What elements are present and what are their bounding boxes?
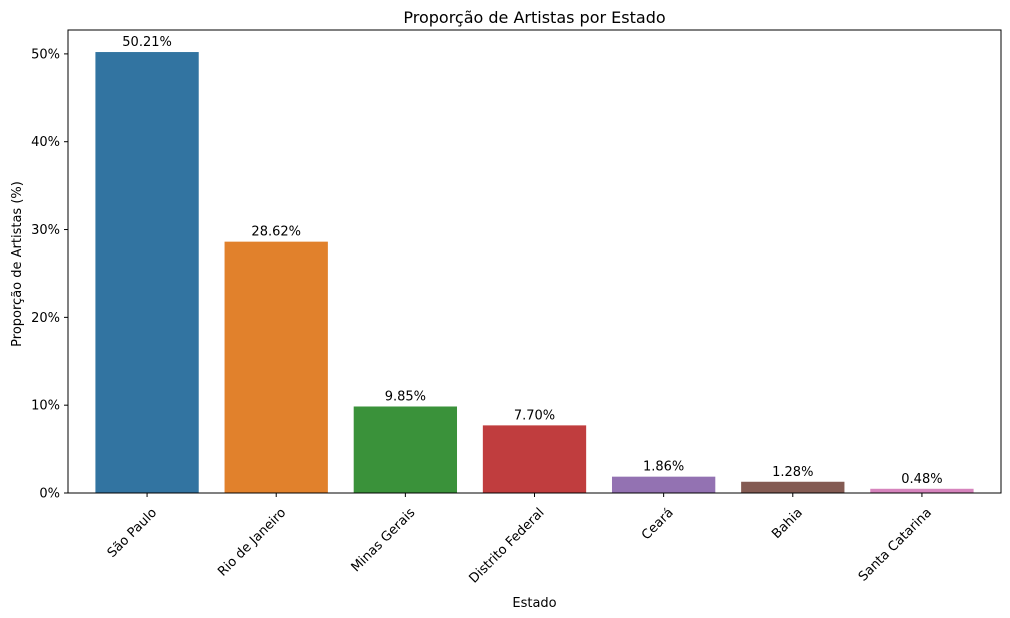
bar-value-label: 7.70% <box>514 408 555 423</box>
bar-1 <box>224 241 328 493</box>
bar-5 <box>741 481 845 493</box>
x-tick-label: Minas Gerais <box>349 505 419 575</box>
value-labels-group: 50.21% 28.62% 9.85% 7.70% 1.86% 1.28% 0.48% <box>122 35 942 487</box>
x-tick-label: São Paulo <box>105 505 160 560</box>
bars-group <box>95 52 974 494</box>
bar-value-label: 1.86% <box>643 460 684 475</box>
bar-value-label: 9.85% <box>385 389 426 404</box>
y-tick-label: 30% <box>31 223 60 238</box>
bar-6 <box>870 488 974 493</box>
x-tick-label: Bahia <box>769 505 806 542</box>
bar-3 <box>482 425 587 493</box>
x-tick-label: Ceará <box>639 505 677 543</box>
y-tick-label: 20% <box>31 311 60 326</box>
y-tick-label: 0% <box>39 487 60 502</box>
x-axis-label: Estado <box>512 596 556 611</box>
bar-value-label: 0.48% <box>901 472 942 487</box>
y-axis-label: Proporção de Artistas (%) <box>10 181 25 347</box>
bar-0 <box>95 52 199 494</box>
bar-4 <box>611 476 716 493</box>
plot-frame <box>67 29 1002 494</box>
x-ticks-group: São Paulo Rio de Janeiro Minas Gerais Distr… <box>105 493 935 586</box>
bar-value-label: 1.28% <box>772 465 813 480</box>
y-tick-label: 40% <box>31 135 60 150</box>
bar-2 <box>353 406 458 493</box>
x-tick-label: Distrito Federal <box>467 505 548 586</box>
bar-value-label: 28.62% <box>251 225 301 240</box>
y-ticks-group: 0% 10% 20% 30% 40% 50% <box>31 47 68 502</box>
x-tick-label: Rio de Janeiro <box>215 505 289 579</box>
y-tick-label: 50% <box>31 47 60 62</box>
y-tick-label: 10% <box>31 399 60 414</box>
chart-title: Proporção de Artistas por Estado <box>403 8 665 27</box>
x-tick-label: Santa Catarina <box>856 505 935 584</box>
bar-value-label: 50.21% <box>122 35 172 50</box>
